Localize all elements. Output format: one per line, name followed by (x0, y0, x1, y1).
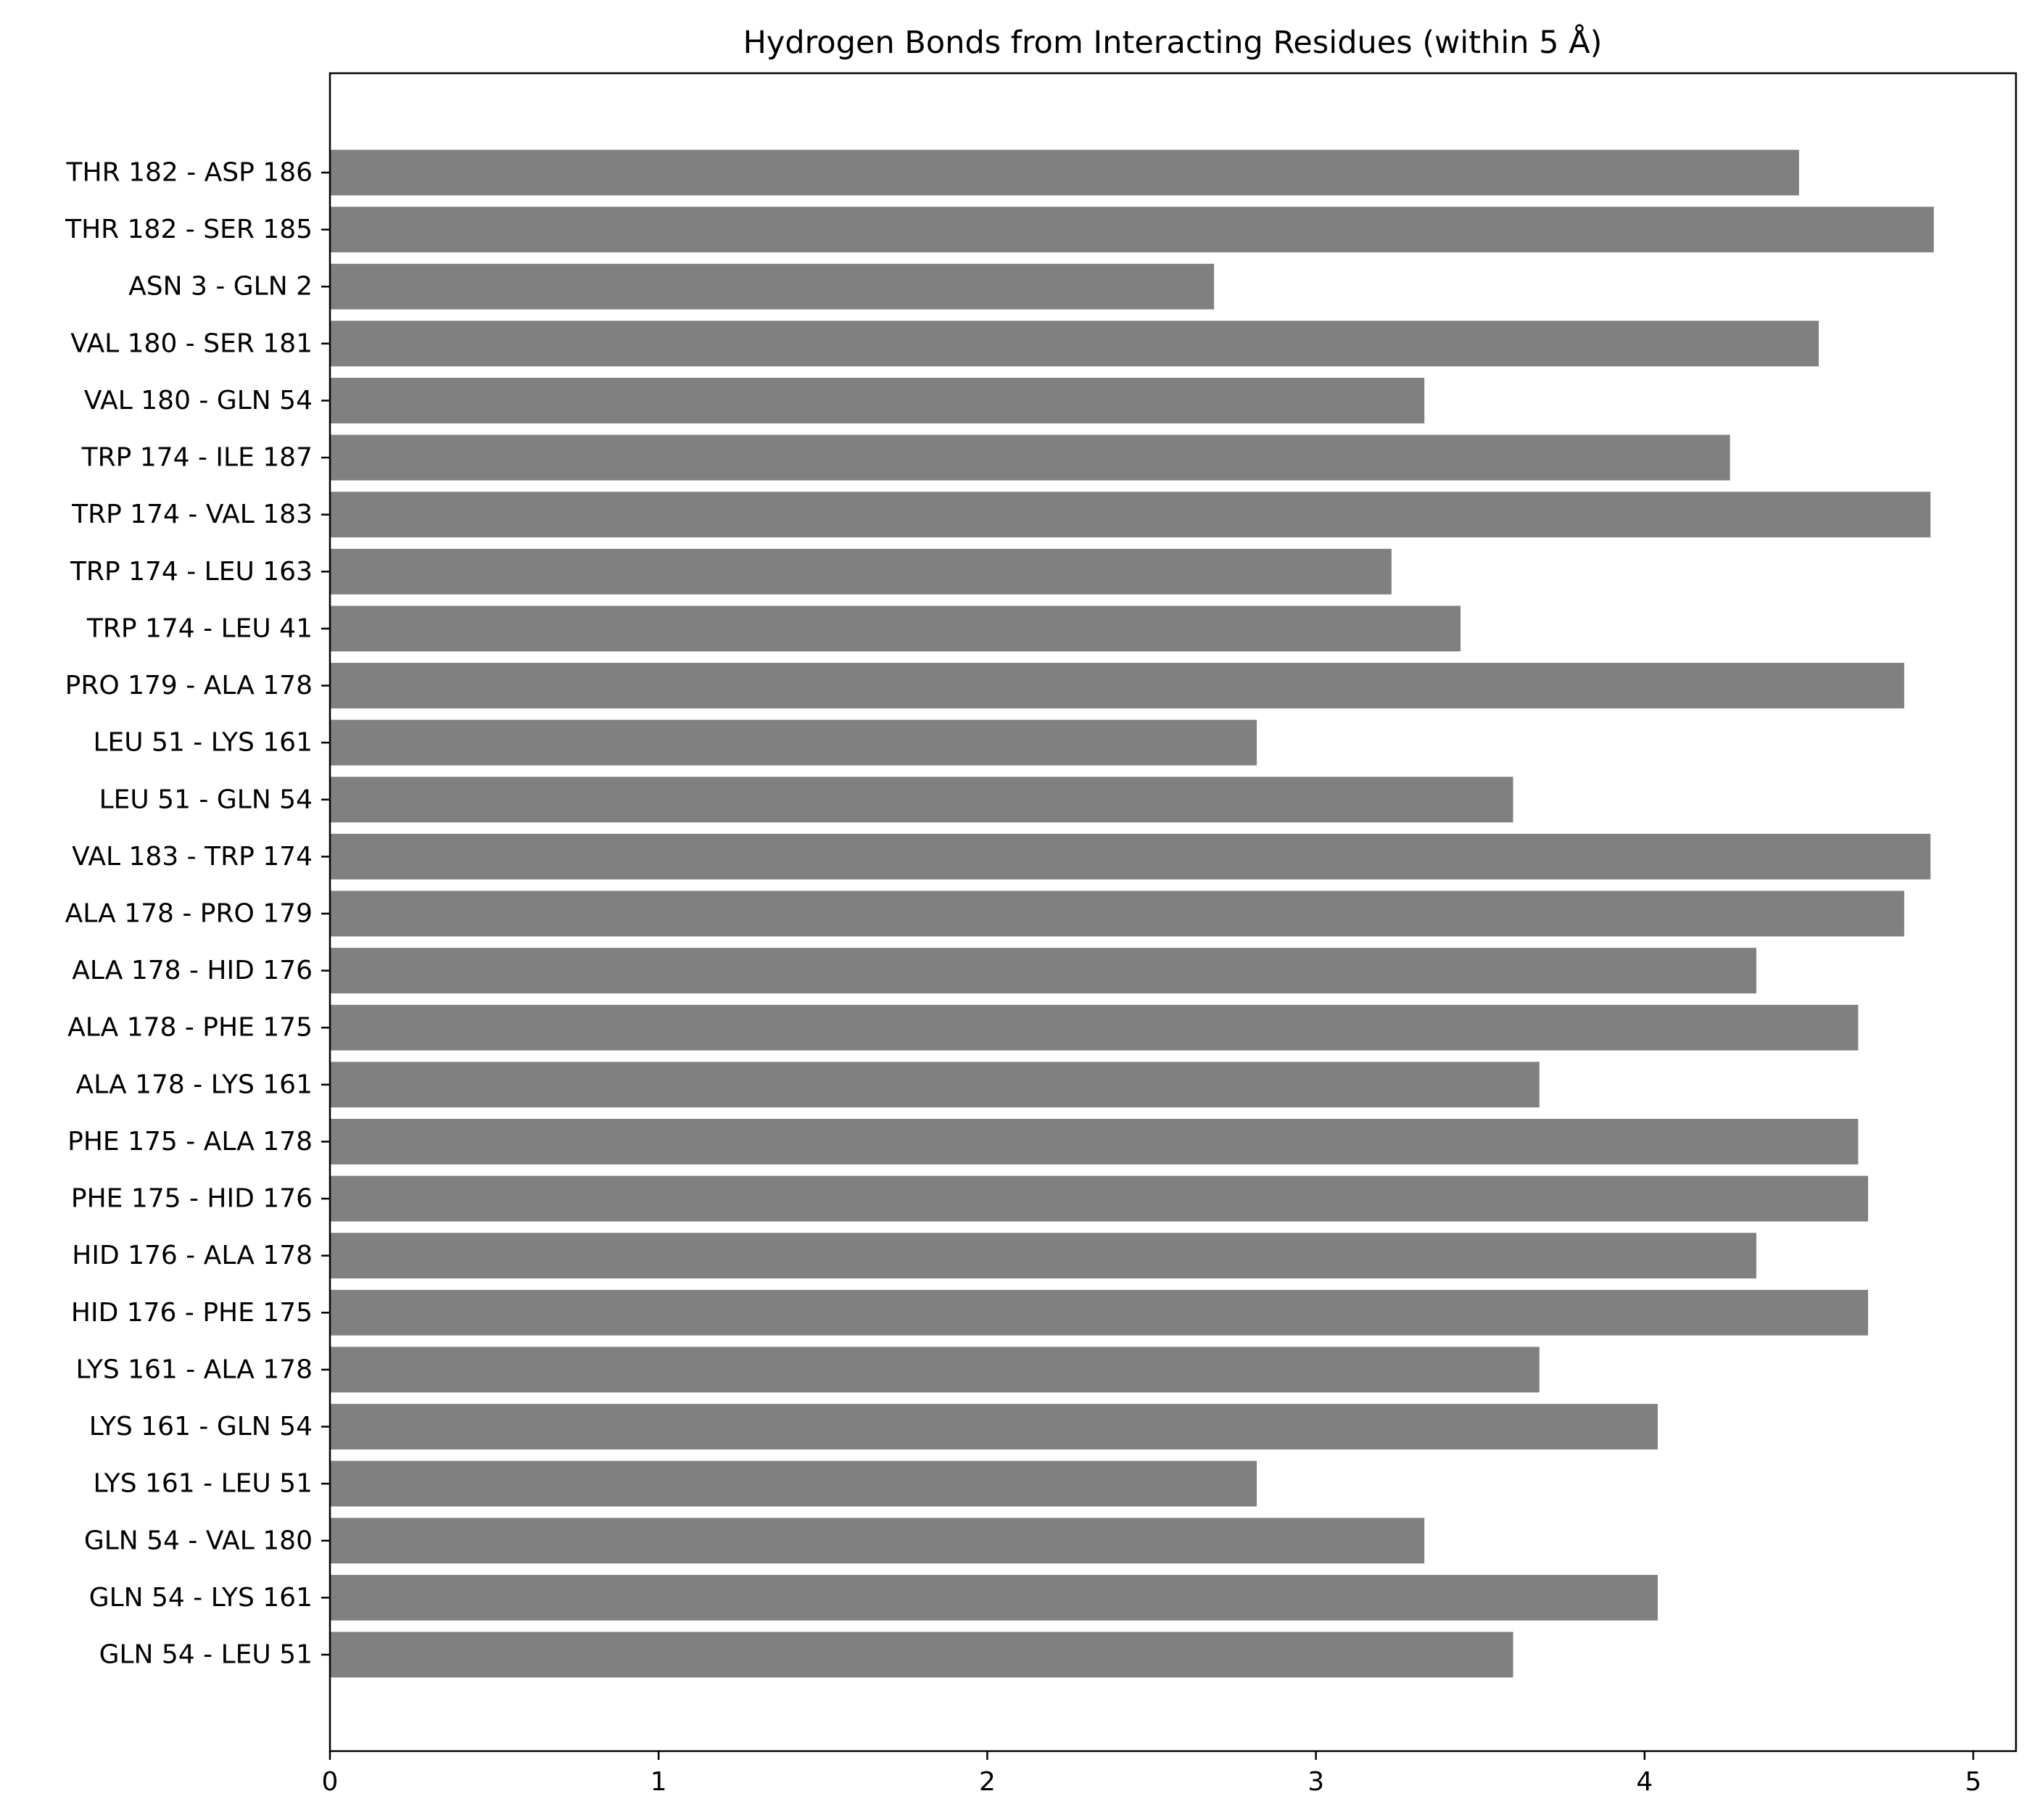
y-tick-label: LYS 161 - LEU 51 (93, 1469, 313, 1499)
y-tick-label: LYS 161 - GLN 54 (89, 1412, 313, 1441)
bar (330, 1404, 1658, 1449)
y-tick-label: ALA 178 - PRO 179 (65, 899, 313, 929)
bar (330, 719, 1257, 766)
bar (330, 149, 1799, 196)
bar (330, 1631, 1513, 1678)
bar (330, 1004, 1859, 1051)
y-tick-label: GLN 54 - LYS 161 (89, 1583, 313, 1613)
y-tick-label: ASN 3 - GLN 2 (128, 272, 313, 302)
y-tick-label: VAL 183 - TRP 174 (72, 842, 313, 872)
plot-frame (329, 72, 2017, 1753)
y-tick-label: GLN 54 - VAL 180 (84, 1526, 313, 1555)
x-tick-label: 3 (1307, 1767, 1324, 1797)
bar (330, 1233, 1756, 1279)
bar (330, 1347, 1540, 1393)
x-axis: 0 1 2 3 4 5 (322, 1751, 1982, 1797)
bar (330, 1574, 1658, 1621)
bar (330, 378, 1425, 423)
bar (330, 1518, 1425, 1564)
y-tick-label: TRP 174 - LEU 41 (86, 613, 313, 643)
y-tick-label: TRP 174 - VAL 183 (71, 500, 313, 529)
y-tick-label: ALA 178 - HID 176 (72, 956, 313, 985)
y-tick-label: PHE 175 - HID 176 (71, 1184, 313, 1214)
y-tick-label: THR 182 - ASP 186 (66, 158, 313, 188)
bar (330, 1062, 1540, 1108)
y-tick-label: LEU 51 - GLN 54 (99, 785, 313, 814)
bar (330, 263, 1215, 310)
bar (330, 948, 1756, 994)
y-tick-label: PHE 175 - ALA 178 (67, 1127, 313, 1157)
bar (330, 890, 1904, 937)
bar (330, 320, 1819, 367)
bar (330, 833, 1931, 880)
bar (330, 663, 1904, 708)
chart-title: Hydrogen Bonds from Interacting Residues… (743, 24, 1603, 61)
bar (330, 1460, 1257, 1507)
x-tick-label: 0 (322, 1767, 339, 1797)
y-tick-label: TRP 174 - LEU 163 (70, 557, 313, 587)
y-tick-label: THR 182 - SER 185 (65, 215, 313, 244)
y-tick-label: ALA 178 - PHE 175 (67, 1013, 313, 1043)
bar (330, 1289, 1869, 1336)
x-tick-label: 4 (1636, 1767, 1653, 1797)
y-tick-label: VAL 180 - SER 181 (70, 328, 313, 358)
y-tick-label: LYS 161 - ALA 178 (76, 1354, 313, 1384)
bar (330, 605, 1461, 652)
y-axis: THR 182 - ASP 186 THR 182 - SER 185 ASN 3 … (65, 158, 330, 1670)
bar (330, 1175, 1869, 1222)
y-tick-label: PRO 179 - ALA 178 (65, 671, 313, 700)
y-tick-label: GLN 54 - LEU 51 (99, 1640, 313, 1670)
bar (330, 434, 1730, 481)
y-tick-label: ALA 178 - LYS 161 (76, 1070, 313, 1099)
y-tick-label: VAL 180 - GLN 54 (84, 386, 313, 415)
x-tick-label: 1 (650, 1767, 667, 1797)
x-tick-label: 2 (979, 1767, 996, 1797)
bar (330, 492, 1931, 538)
y-tick-label: LEU 51 - LYS 161 (93, 728, 313, 758)
bar (330, 1119, 1859, 1165)
bar (330, 777, 1513, 823)
bar (330, 548, 1392, 595)
y-tick-label: HID 176 - ALA 178 (72, 1241, 313, 1270)
y-tick-label: HID 176 - PHE 175 (71, 1298, 313, 1328)
x-tick-label: 5 (1965, 1767, 1982, 1797)
bar (330, 207, 1934, 253)
y-tick-label: TRP 174 - ILE 187 (81, 443, 313, 473)
bars-group (330, 149, 1934, 1678)
